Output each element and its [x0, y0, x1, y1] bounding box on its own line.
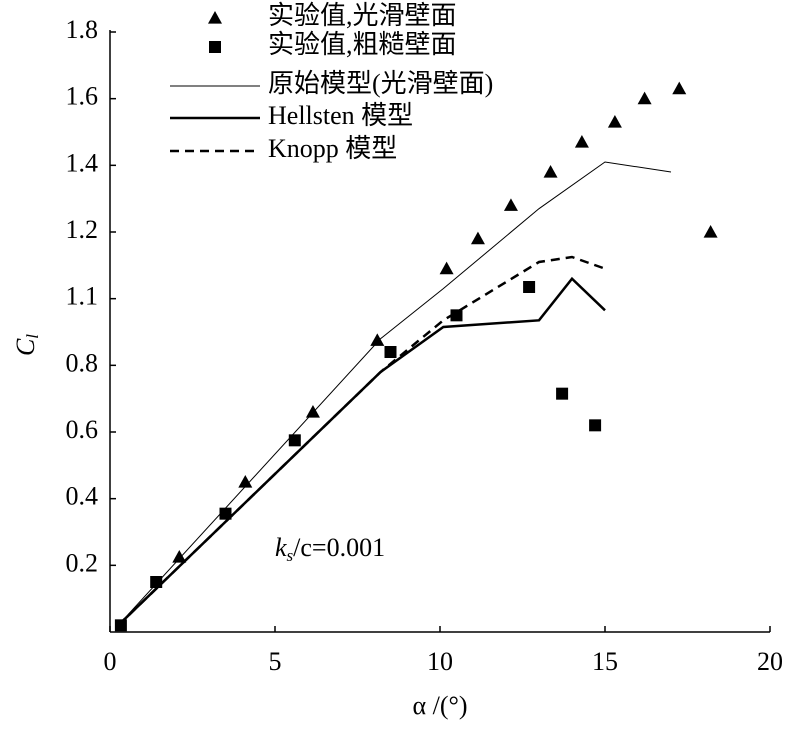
- square-point: [219, 507, 232, 520]
- annotation: ks/c=0.001: [275, 533, 385, 565]
- y-tick-label: 1.8: [66, 15, 99, 44]
- square-point: [450, 309, 463, 322]
- square-point: [384, 346, 397, 358]
- legend-label: Hellsten 模型: [268, 101, 413, 130]
- y-tick-label: 0.8: [66, 348, 99, 377]
- legend-marker: [208, 11, 222, 24]
- annotation-sub: s: [287, 546, 294, 565]
- x-tick-label: 5: [269, 647, 282, 676]
- line-series: [117, 255, 606, 627]
- legend-label: 实验值,粗糙壁面: [268, 30, 457, 59]
- y-tick-label: 1.2: [66, 215, 99, 244]
- y-tick-label: 1.1: [66, 282, 99, 311]
- triangle-point: [672, 81, 687, 95]
- y-tick-label: 1.6: [66, 82, 99, 111]
- legend-label: Knopp 模型: [268, 134, 397, 163]
- triangle-point: [470, 231, 485, 245]
- x-axis-label: α /(°): [412, 691, 467, 720]
- x-tick-label: 20: [757, 647, 783, 676]
- triangle-point: [305, 405, 320, 418]
- triangle-point: [703, 225, 718, 238]
- annotation-rest: /c=0.001: [293, 533, 385, 562]
- x-tick-label: 10: [427, 647, 453, 676]
- legend-marker: [209, 41, 221, 53]
- y-tick-label: 0.6: [66, 415, 99, 444]
- line-series: [117, 276, 606, 627]
- line-series: [117, 161, 672, 626]
- legend-label: 原始模型(光滑壁面): [268, 69, 493, 98]
- annotation-k: k: [275, 533, 287, 562]
- triangle-point: [574, 135, 589, 148]
- triangle-point: [439, 261, 454, 275]
- y-tick-label: 0.4: [66, 482, 99, 511]
- square-point: [114, 619, 127, 632]
- y-label-main: C: [11, 338, 40, 356]
- x-tick-label: 15: [592, 647, 618, 676]
- triangle-point: [370, 333, 385, 346]
- legend-label: 实验值,光滑壁面: [268, 1, 457, 30]
- triangle-point: [543, 165, 558, 178]
- triangle-point: [172, 550, 187, 563]
- x-tick-label: 0: [104, 647, 117, 676]
- y-label-sub: l: [23, 334, 42, 339]
- y-axis-label: Cl: [11, 334, 42, 356]
- triangle-point: [503, 198, 518, 211]
- square-point: [523, 281, 536, 293]
- square-point: [556, 387, 569, 400]
- y-tick-label: 0.2: [66, 548, 99, 577]
- triangle-point: [637, 91, 652, 105]
- square-point: [288, 434, 301, 447]
- square-point: [589, 419, 602, 432]
- triangle-point: [607, 115, 622, 128]
- y-tick-label: 1.4: [66, 148, 99, 177]
- triangle-point: [238, 475, 253, 488]
